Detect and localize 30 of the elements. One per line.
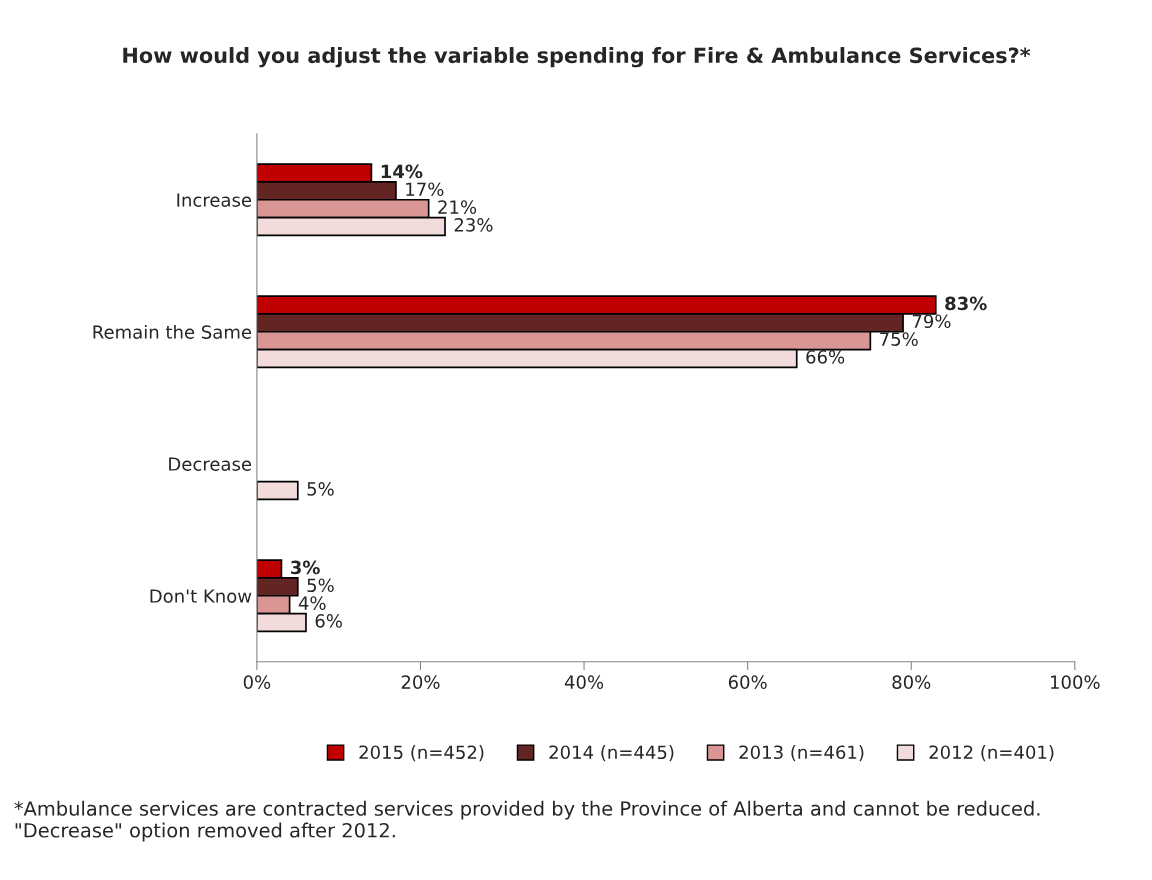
data-label: 75%	[880, 332, 918, 346]
data-label: 17%	[406, 182, 444, 197]
x-tick-label: 60%	[728, 675, 767, 689]
y-tick-label: Decrease	[169, 457, 252, 471]
x-tick-label: 100%	[1050, 675, 1100, 689]
x-tick-label: 80%	[892, 675, 931, 689]
data-label: 5%	[307, 482, 334, 496]
data-label: 23%	[454, 218, 493, 232]
legend-label: 2015 (n=452)	[359, 745, 484, 762]
data-label: 3%	[290, 560, 320, 575]
y-tick-label: Increase	[177, 193, 252, 207]
chart-title: How would you adjust the variable spending for Fire & Ambulance Services?*	[123, 47, 1031, 68]
data-label: 83%	[945, 296, 987, 311]
legend-label: 2012 (n=401)	[929, 745, 1054, 762]
data-label: 14%	[381, 164, 423, 179]
data-label: 6%	[315, 614, 342, 628]
x-tick-label: 40%	[564, 675, 604, 689]
data-label: 79%	[912, 314, 951, 329]
y-tick-label: Don't Know	[150, 589, 252, 603]
data-label: 4%	[298, 596, 326, 610]
y-tick-label: Remain the Same	[93, 324, 252, 339]
legend-label: 2013 (n=461)	[739, 745, 864, 762]
data-label: 21%	[438, 200, 477, 214]
data-label: 5%	[307, 578, 334, 593]
legend-label: 2014 (n=445)	[549, 745, 674, 762]
x-tick-label: 0%	[243, 675, 271, 689]
x-tick-label: 20%	[401, 675, 440, 689]
text: *Ambulance services are contracted services provided by the Province of Alberta and cannot be reduced. "Decrease" option removed after 2012.	[14, 800, 1040, 842]
bar	[256, 480, 299, 501]
data-label: 66%	[806, 350, 845, 364]
